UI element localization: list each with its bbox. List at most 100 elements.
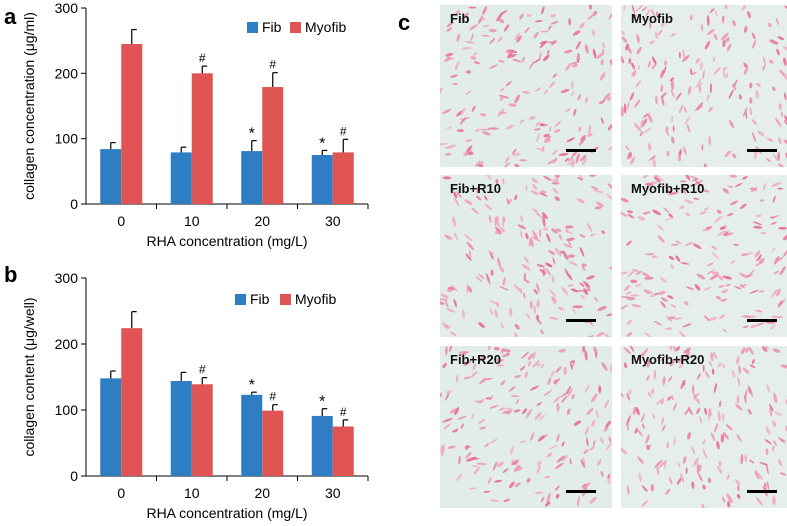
cell-texture [621, 346, 787, 508]
cell [722, 496, 726, 503]
cell [740, 453, 744, 465]
cell [524, 279, 530, 284]
cell [608, 436, 612, 443]
y-tick-label: 300 [55, 0, 79, 16]
cell [651, 63, 657, 70]
cell [539, 40, 548, 45]
cell [443, 423, 451, 430]
cell [630, 294, 639, 297]
x-tick-label: 10 [184, 485, 200, 501]
cell [479, 113, 487, 117]
cell [699, 415, 703, 424]
cell [528, 116, 536, 120]
cell [567, 284, 574, 287]
cell [516, 399, 520, 404]
cell [732, 20, 736, 27]
cell [626, 392, 630, 401]
cell [516, 35, 522, 43]
cell [482, 24, 490, 28]
cell [661, 424, 666, 432]
cell [476, 186, 479, 194]
cell [446, 288, 453, 292]
cell [765, 463, 769, 475]
cell [571, 393, 575, 400]
cell [591, 29, 596, 37]
cell [702, 364, 705, 372]
cell [707, 316, 718, 322]
cell [565, 385, 572, 395]
cell [675, 346, 681, 352]
cell [716, 209, 722, 214]
cell [662, 184, 670, 189]
cell [784, 120, 787, 129]
cell [778, 103, 782, 110]
cell [702, 439, 706, 445]
cell [641, 272, 651, 278]
cell [778, 458, 782, 467]
cell [598, 99, 606, 105]
cell [584, 44, 589, 54]
cell [542, 54, 550, 62]
cell [656, 465, 660, 476]
cell [514, 482, 521, 488]
cell [584, 350, 588, 361]
cell [654, 32, 658, 39]
cell [604, 399, 610, 409]
cell [649, 294, 658, 297]
cell [772, 348, 781, 353]
cell [551, 149, 558, 156]
cell [566, 162, 576, 165]
cell [714, 216, 723, 223]
cell [630, 279, 638, 284]
cell [678, 52, 681, 59]
cell [493, 346, 500, 351]
cell [749, 107, 752, 116]
cell [464, 233, 473, 242]
cell [573, 108, 577, 116]
cell [454, 60, 460, 71]
cell [456, 33, 461, 42]
cell [708, 407, 712, 417]
cell [690, 445, 696, 455]
cell [446, 126, 452, 130]
cell [604, 333, 611, 337]
cell [621, 36, 628, 43]
cell [514, 194, 518, 201]
micrograph-label: Fib+R20 [450, 352, 501, 367]
cell [722, 328, 728, 333]
cell [660, 84, 664, 92]
cell [783, 248, 787, 257]
cell [636, 428, 643, 437]
cell [635, 5, 644, 13]
cell [708, 107, 713, 112]
cell [594, 206, 602, 210]
cell [460, 423, 465, 429]
cell [569, 458, 572, 465]
cell [676, 356, 684, 364]
cell [661, 355, 666, 362]
cell [539, 192, 548, 197]
cell [556, 402, 560, 412]
cell [502, 410, 509, 414]
cell [631, 70, 637, 76]
cell [564, 268, 569, 276]
cell [512, 152, 521, 157]
cell [509, 307, 513, 317]
cell [471, 207, 479, 215]
cell [623, 347, 632, 355]
cell [689, 14, 693, 21]
cell [444, 56, 451, 62]
cell [512, 148, 517, 155]
cell [499, 286, 509, 291]
cell [502, 178, 505, 184]
cell [675, 255, 681, 262]
cell [621, 106, 623, 113]
cell [652, 413, 656, 420]
cell [772, 153, 778, 162]
cell [552, 187, 559, 194]
cell [731, 370, 736, 379]
cell [499, 111, 507, 115]
cell [506, 408, 513, 415]
bar-fib [100, 149, 122, 204]
